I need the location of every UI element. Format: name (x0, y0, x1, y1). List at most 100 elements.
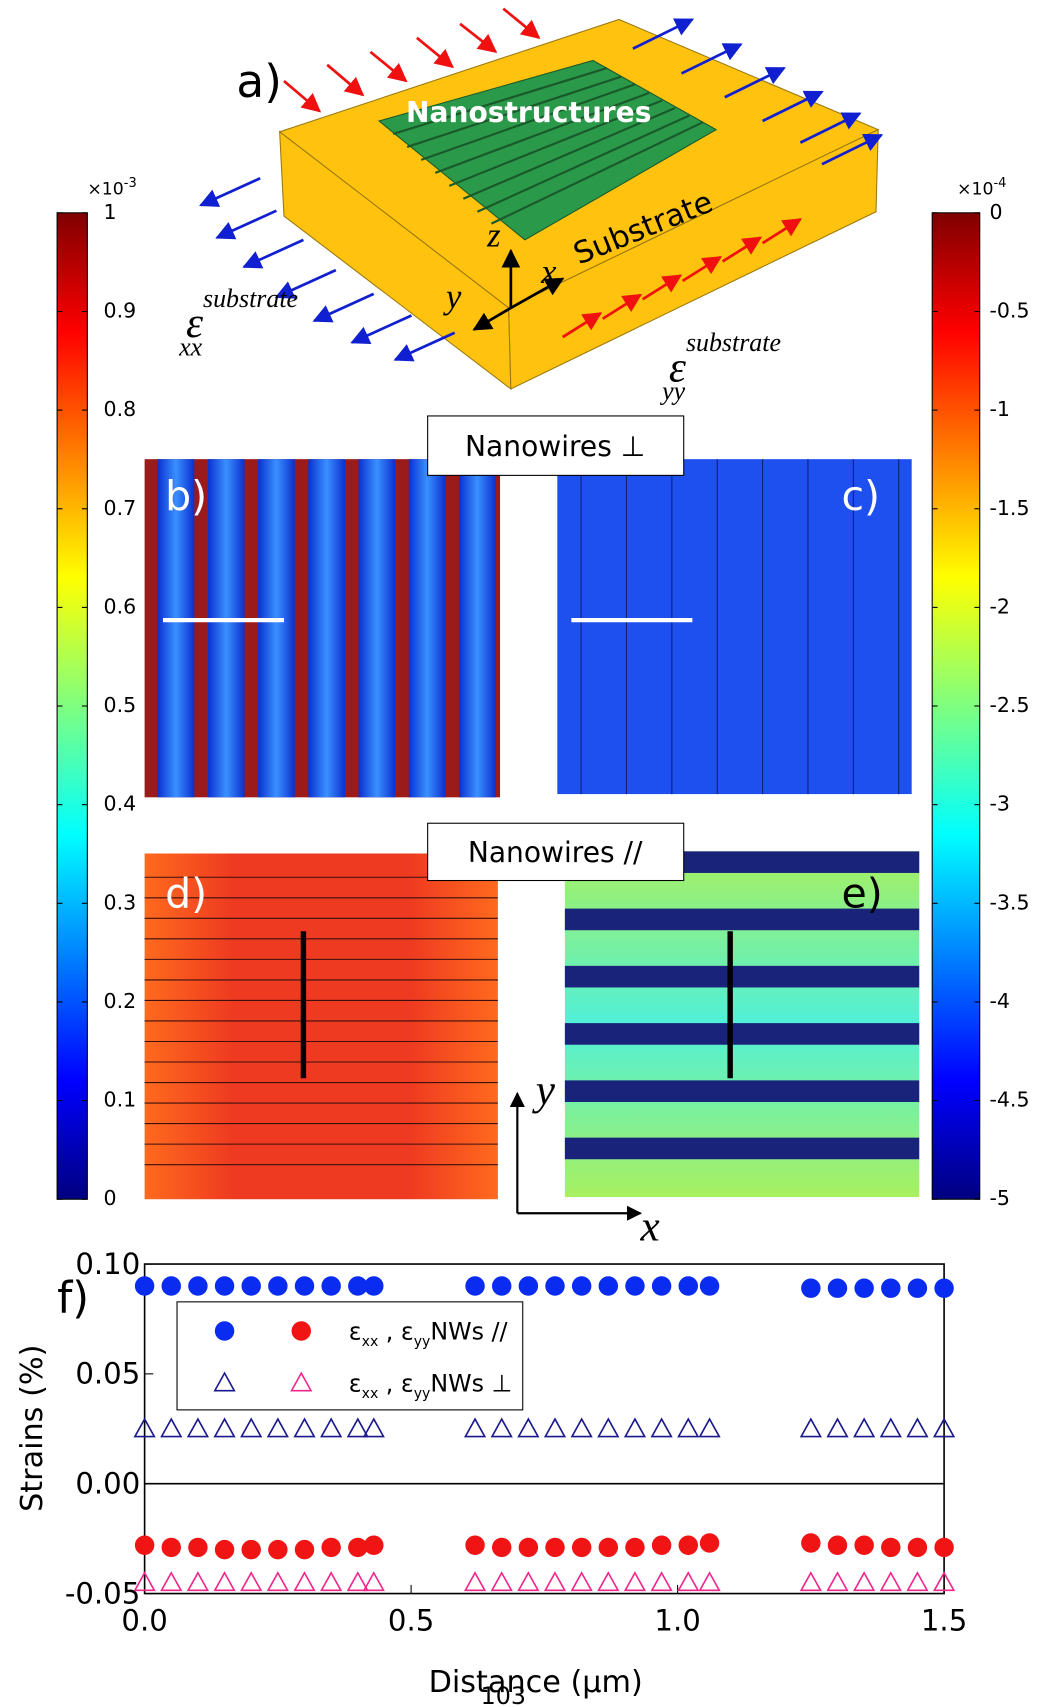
colorbar-tick-label: 0 (989, 200, 1002, 224)
stripe (308, 459, 346, 798)
stripe (458, 459, 496, 798)
data-point (348, 1276, 368, 1296)
data-point (188, 1537, 208, 1558)
data-point (651, 1276, 672, 1296)
data-point (854, 1535, 874, 1555)
colorbar-tick-label: -3.5 (989, 890, 1029, 914)
axis-x: x (640, 1202, 660, 1250)
data-point (881, 1537, 901, 1558)
map-d (144, 853, 498, 1200)
colorbar-tick-label: -0.5 (989, 298, 1029, 322)
axis-x: x (540, 253, 557, 291)
legend-part: , ε (378, 1370, 414, 1398)
data-point (364, 1535, 384, 1555)
colorbar-tick-label: 0.9 (104, 298, 137, 322)
data-point (570, 1571, 593, 1592)
y-tick-label: -0.05 (65, 1576, 140, 1610)
data-point (881, 1278, 901, 1298)
stripe (207, 459, 245, 798)
strain-xx: εsubstrate xx (178, 284, 298, 362)
data-point (934, 1537, 954, 1558)
stripe (157, 459, 195, 798)
x-tick-label: 0.0 (121, 1603, 167, 1637)
data-point (545, 1276, 565, 1296)
data-point (463, 1417, 487, 1438)
data-point (623, 1417, 647, 1438)
data-point (346, 1571, 369, 1592)
y-tick-label: 0.10 (75, 1247, 140, 1281)
data-point (677, 1417, 700, 1438)
data-point (518, 1537, 539, 1558)
data-point (799, 1417, 822, 1438)
colorbar-tick-label: 0.1 (104, 1088, 137, 1112)
data-point (907, 1278, 928, 1298)
colorbar-tick-label: -1 (989, 397, 1009, 421)
data-point (853, 1417, 876, 1438)
data-point (571, 1537, 592, 1558)
data-point (932, 1417, 956, 1438)
data-point (214, 1539, 235, 1560)
data-point (906, 1417, 929, 1438)
data-point (294, 1539, 315, 1560)
axis-y: y (532, 1066, 556, 1114)
data-point (213, 1371, 236, 1392)
data-point (827, 1278, 848, 1298)
data-point (597, 1571, 620, 1592)
data-point (623, 1571, 647, 1592)
colorbar-tick-label: 0.8 (104, 397, 137, 421)
legend-part: xx (362, 1334, 379, 1350)
legend-part: NWs // (430, 1318, 507, 1346)
data-point (826, 1417, 849, 1438)
data-point (321, 1276, 341, 1296)
x-axis-title: Distance (µm) (429, 1665, 643, 1700)
data-point (213, 1571, 236, 1592)
legend-part: ε (349, 1370, 362, 1398)
data-point (854, 1278, 874, 1298)
stripe (408, 459, 446, 798)
data-point (290, 1371, 313, 1392)
data-point (801, 1533, 821, 1553)
data-point (241, 1539, 261, 1560)
data-point (677, 1571, 700, 1592)
data-point (240, 1571, 263, 1592)
data-point (625, 1537, 645, 1558)
data-point (491, 1537, 512, 1558)
data-point (490, 1417, 513, 1438)
data-point (186, 1571, 210, 1592)
nanowires-perp: Nanowires ⊥ (465, 430, 645, 463)
data-point (186, 1417, 210, 1438)
legend-part: ε (349, 1318, 362, 1346)
data-point (597, 1417, 620, 1438)
colorbar-tick-label: 0.6 (104, 594, 137, 618)
data-point (213, 1417, 236, 1438)
stripe (564, 965, 920, 988)
data-point (214, 1321, 235, 1341)
colorbar-tick-label: 1 (104, 200, 117, 224)
data-point (160, 1571, 183, 1592)
colorbar-tick-label: 0.7 (104, 496, 137, 520)
label-box (427, 822, 685, 882)
data-point (348, 1537, 368, 1558)
data-point (570, 1417, 593, 1438)
legend-part: yy (414, 1334, 431, 1350)
data-point (799, 1571, 822, 1592)
data-point (678, 1276, 698, 1296)
data-point (266, 1417, 289, 1438)
data-point (490, 1571, 513, 1592)
colorbar-exponent: ×10-3 (87, 176, 136, 200)
data-point (651, 1535, 672, 1555)
data-point (291, 1321, 311, 1341)
panel-label: a) (236, 55, 281, 108)
stripe (258, 459, 295, 798)
data-point (698, 1417, 721, 1438)
nanowires-par: Nanowires // (468, 836, 643, 869)
axis-y: y (443, 278, 462, 316)
data-point (598, 1276, 619, 1296)
map-c (557, 459, 912, 795)
data-point (545, 1537, 565, 1558)
data-point (268, 1276, 288, 1296)
plot-frame (143, 1263, 945, 1595)
data-point (364, 1276, 384, 1296)
data-point (517, 1417, 540, 1438)
data-point (346, 1417, 369, 1438)
